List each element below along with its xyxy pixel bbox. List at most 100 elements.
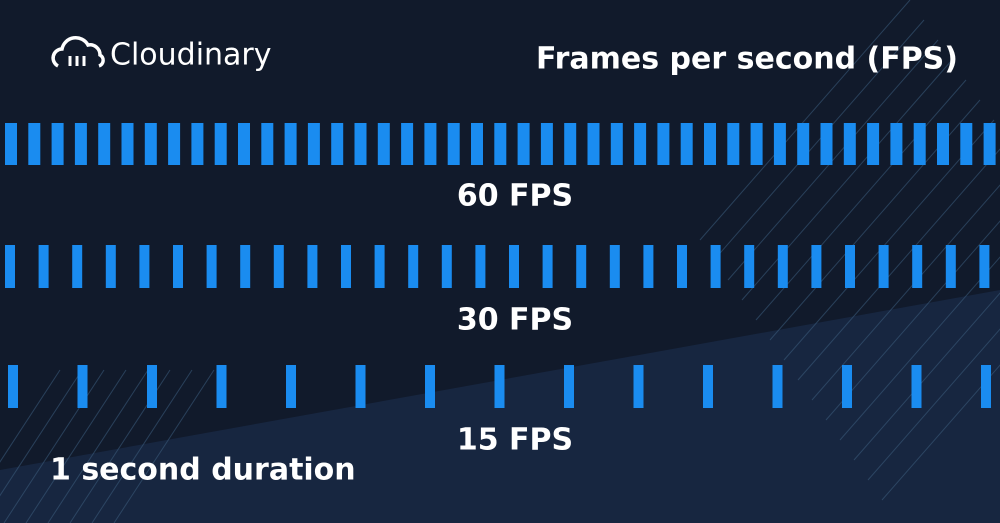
frame-bar (983, 123, 996, 165)
frame-bar (273, 245, 284, 288)
frame-bar (8, 365, 18, 408)
frame-bar (98, 123, 111, 165)
frame-bar (797, 123, 810, 165)
frame-bar (214, 123, 227, 165)
deco-line (91, 369, 193, 523)
frame-bar (354, 123, 367, 165)
frame-bar (610, 123, 623, 165)
frame-bar (587, 123, 600, 165)
frame-bar (74, 123, 87, 165)
deco-line (741, 59, 953, 301)
frame-bar (911, 365, 922, 408)
frame-bar (777, 245, 788, 288)
frame-bar (447, 123, 460, 165)
frame-bar (542, 245, 553, 288)
frame-bar (677, 245, 687, 288)
frame-bar (494, 365, 505, 408)
frame-bar (842, 365, 852, 408)
frame-bar (960, 123, 973, 165)
frame-bar (634, 123, 647, 165)
frame-bar (238, 123, 250, 165)
frame-bar (981, 365, 991, 408)
frame-bar (307, 245, 318, 288)
frame-bar (173, 245, 183, 288)
deco-line (25, 369, 127, 523)
deco-line (867, 328, 1000, 481)
frame-bar (51, 123, 64, 165)
frame-bar (494, 123, 507, 165)
frame-bars (5, 123, 996, 408)
frame-bar (913, 123, 926, 165)
frame-bar (425, 365, 435, 408)
frame-bar (121, 123, 134, 165)
frame-bar (945, 245, 956, 288)
frame-bar (475, 245, 486, 288)
deco-line (839, 256, 1000, 441)
deco-line (727, 39, 939, 281)
frame-bar (284, 123, 297, 165)
frame-bar (139, 245, 150, 288)
logo-text: Cloudinary (110, 38, 272, 73)
frame-bar (38, 245, 49, 288)
frame-bar (191, 123, 204, 165)
frame-bar (820, 123, 833, 165)
frame-bar (703, 365, 713, 408)
frame-bar (564, 365, 574, 408)
frame-bar (341, 245, 351, 288)
frame-bar (286, 365, 296, 408)
frame-bar (890, 123, 903, 165)
frame-bar (704, 123, 716, 165)
frame-bar (28, 123, 41, 165)
frame-bar (147, 365, 157, 408)
frame-bar (307, 123, 320, 165)
frame-bar (576, 245, 587, 288)
frame-bar (261, 123, 274, 165)
frame-bar (540, 123, 553, 165)
frame-bar (401, 123, 414, 165)
row-label: 60 FPS (457, 179, 573, 214)
frame-bar (878, 245, 889, 288)
frame-bar (408, 245, 419, 288)
row-label: 15 FPS (457, 423, 573, 458)
frame-bar (105, 245, 116, 288)
frame-bar (643, 245, 654, 288)
deco-line (755, 79, 967, 321)
deco-line (0, 369, 61, 463)
frame-bar (744, 245, 755, 288)
frame-bar (517, 123, 530, 165)
frame-bar (811, 245, 822, 288)
title: Frames per second (FPS) (536, 42, 958, 77)
frame-bar (374, 245, 385, 288)
frame-bar (843, 123, 856, 165)
logo-icon-bars (68, 56, 86, 66)
frame-bar (657, 123, 670, 165)
frame-bar (867, 123, 880, 165)
logo-icon (51, 36, 105, 68)
logo: Cloudinary (51, 36, 272, 73)
deco-line (47, 369, 149, 523)
deco-line (113, 369, 215, 523)
frame-bar (710, 245, 721, 288)
frame-bar (206, 245, 217, 288)
frame-bar (609, 245, 620, 288)
frame-bar (680, 123, 693, 165)
frame-bar (72, 245, 83, 288)
deco-line (713, 19, 925, 261)
footer: 1 second duration (50, 453, 356, 488)
frame-bar (509, 245, 519, 288)
frame-bar (773, 123, 786, 165)
frame-bar (912, 245, 923, 288)
deco-line (825, 220, 1000, 421)
frame-bar (77, 365, 88, 408)
deco-line (783, 119, 995, 361)
frame-bar (937, 123, 949, 165)
frame-bar (355, 365, 366, 408)
frame-bar (377, 123, 390, 165)
frame-bar (845, 245, 855, 288)
frame-bar (216, 365, 227, 408)
frame-bar (5, 123, 17, 165)
deco-line (699, 0, 911, 241)
